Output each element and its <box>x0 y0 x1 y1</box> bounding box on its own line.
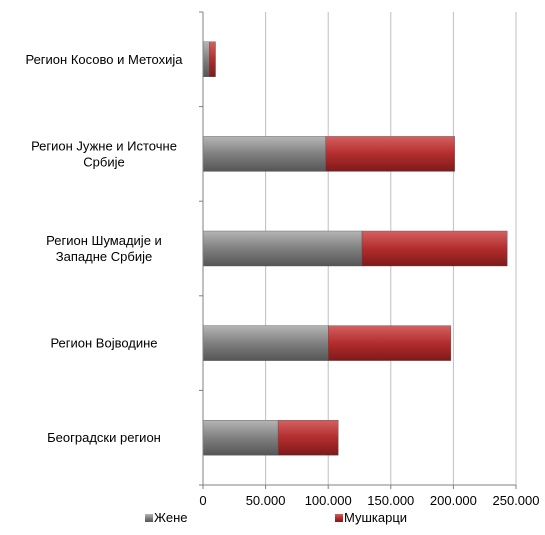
legend-swatch-zhene <box>145 514 153 522</box>
x-tick-label: 50.000 <box>246 493 286 508</box>
category-label: Београдски регион <box>47 430 161 445</box>
bars <box>202 41 508 456</box>
labels: 0 50.000 100.000 150.000 200.000 250.000 Регио… <box>25 52 539 508</box>
x-tick-label: 250.000 <box>493 493 540 508</box>
bar-zhene-2 <box>202 230 363 267</box>
legend: Жене Мушкарци <box>145 510 407 525</box>
bar-zhene-0 <box>202 41 210 77</box>
x-tick-label: 100.000 <box>305 493 352 508</box>
bar-zhene-4 <box>202 420 279 456</box>
bar-mushkarci-2 <box>361 230 508 267</box>
bar-mushkarci-0 <box>209 41 216 77</box>
x-tick-label: 200.000 <box>430 493 477 508</box>
category-label: Регион Јужне и Источне Србије <box>31 138 177 169</box>
x-tick-label: 0 <box>199 493 206 508</box>
bar-zhene-3 <box>202 325 329 361</box>
bar-mushkarci-4 <box>277 420 339 456</box>
bar-zhene-1 <box>202 136 326 172</box>
bar-mushkarci-3 <box>328 325 452 361</box>
category-label: Регион Косово и Метохија <box>25 52 183 67</box>
bar-mushkarci-1 <box>325 136 455 172</box>
category-label: Регион Војводине <box>50 336 157 351</box>
x-tick-label: 150.000 <box>367 493 414 508</box>
category-label: Регион Шумадије и Западне Србије <box>46 233 162 264</box>
legend-label-zhene: Жене <box>154 510 187 525</box>
axes <box>199 11 517 489</box>
legend-swatch-mushkarci <box>335 514 343 522</box>
legend-label-mushkarci: Мушкарци <box>344 510 407 525</box>
